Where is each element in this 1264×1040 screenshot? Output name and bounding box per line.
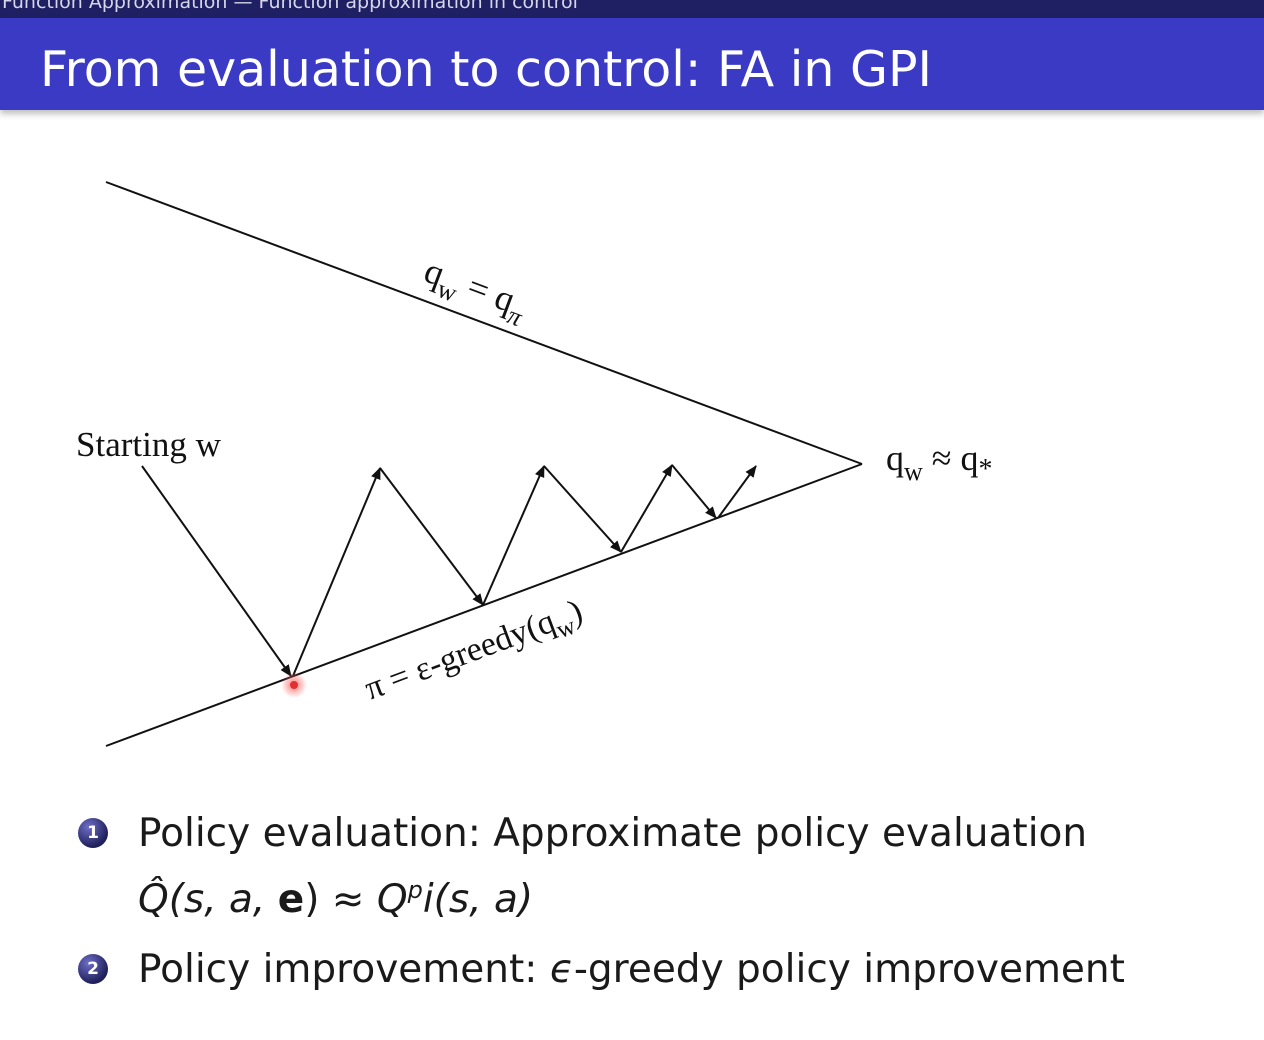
svg-text:π = ε-greedy(qw): π = ε-greedy(qw): [360, 593, 590, 714]
gpi-arrow: [482, 465, 545, 606]
label-q: q: [886, 438, 904, 478]
formula-q: Q: [376, 877, 408, 922]
formula-tail: i(s, a): [422, 877, 534, 922]
gpi-arrow: [292, 467, 381, 677]
gpi-arrow: [717, 465, 757, 519]
label-policy: π = ε-greedy(q: [360, 603, 560, 708]
bullet-list: 1 Policy evaluation: Approximate policy …: [74, 806, 1224, 998]
gpi-arrow: [543, 465, 622, 553]
gpi-arrow: [620, 464, 673, 553]
start-arrow: [141, 465, 292, 677]
label-approx: ≈ q: [923, 438, 979, 478]
breadcrumb-bar: Function Approximation — Function approx…: [0, 0, 1264, 18]
bullet-item-evaluation: 1 Policy evaluation: Approximate policy …: [74, 806, 1224, 928]
gpi-arrow: [379, 467, 484, 606]
formula-e: e: [277, 877, 305, 922]
bullet-prefix: Policy improvement:: [138, 947, 550, 992]
formula-sup: p: [407, 876, 423, 904]
bullet-text: Policy evaluation: Approximate policy ev…: [138, 811, 1088, 856]
formula-approx: ≈: [319, 877, 377, 922]
bullet-number-2: 2: [78, 954, 108, 984]
epsilon-symbol: ϵ: [549, 947, 574, 992]
bullet-text: Policy improvement: ϵ-greedy policy impr…: [138, 942, 1224, 998]
label-sub: w: [904, 457, 923, 486]
gpi-arrows: [141, 464, 757, 677]
q-hat: Q̂: [138, 877, 169, 922]
pointer-cursor: [281, 672, 307, 698]
formula-args: (s, a,: [168, 877, 278, 922]
slide-title: From evaluation to control: FA in GPI: [40, 41, 932, 98]
bullet-number-1: 1: [78, 818, 108, 848]
bullet-suffix: -greedy policy improvement: [573, 947, 1125, 992]
bullet-item-improvement: 2 Policy improvement: ϵ-greedy policy im…: [74, 942, 1224, 998]
title-bar: From evaluation to control: FA in GPI: [0, 18, 1264, 110]
start-label: Starting w: [76, 425, 222, 464]
formula-close: ): [304, 877, 320, 922]
bottom-line-label: π = ε-greedy(qw): [360, 593, 590, 714]
label-sub2: *: [979, 454, 993, 485]
breadcrumb: Function Approximation — Function approx…: [2, 0, 578, 13]
evaluation-formula: Q̂(s, a, e) ≈ Qpi(s, a): [138, 862, 1224, 928]
end-label: qw ≈ q*: [886, 438, 993, 486]
value-line: [105, 181, 863, 465]
gpi-arrow: [671, 464, 717, 519]
